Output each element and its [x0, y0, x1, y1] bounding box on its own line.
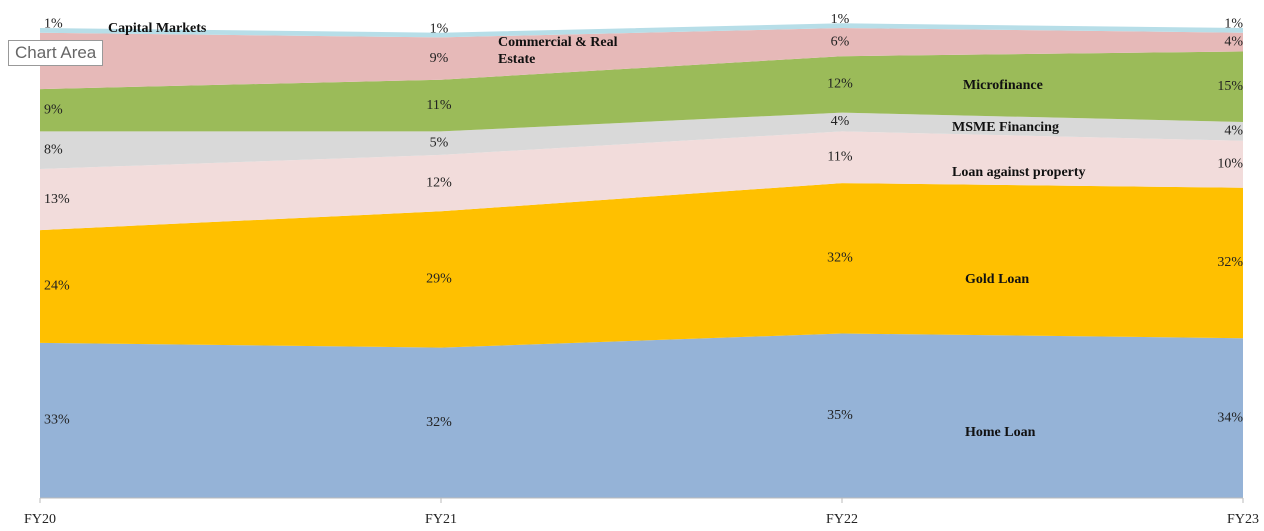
value-label: 4%: [1224, 34, 1243, 49]
value-label: 32%: [827, 251, 853, 266]
x-tick-label: FY22: [826, 512, 858, 527]
area: [40, 28, 1243, 90]
series-label: Commercial & Real Estate: [498, 35, 618, 67]
value-label: 24%: [44, 279, 70, 294]
value-label: 1%: [430, 21, 449, 36]
value-label: 33%: [44, 413, 70, 428]
x-tick-label: FY20: [24, 512, 56, 527]
value-label: 9%: [44, 102, 63, 117]
value-label: 32%: [1217, 255, 1243, 270]
value-label: 8%: [44, 142, 63, 157]
value-label: 5%: [430, 135, 449, 150]
value-label: 11%: [426, 98, 451, 113]
series-label: Capital Markets: [108, 21, 207, 36]
value-label: 4%: [1224, 124, 1243, 139]
value-label: 1%: [1224, 17, 1243, 32]
value-label: 6%: [831, 34, 850, 49]
x-tick-label: FY21: [425, 512, 457, 527]
value-label: 10%: [1217, 157, 1243, 172]
value-label: 34%: [1217, 410, 1243, 425]
value-label: 29%: [426, 272, 452, 287]
series-label: Loan against property: [952, 165, 1086, 180]
series-label: Gold Loan: [965, 272, 1030, 287]
area: [40, 23, 1243, 38]
series-label: Home Loan: [965, 425, 1036, 440]
value-label: 32%: [426, 415, 452, 430]
series-label: Microfinance: [963, 78, 1043, 93]
value-label: 4%: [831, 114, 850, 129]
value-label: 35%: [827, 408, 853, 423]
value-label: 11%: [827, 149, 852, 164]
value-label: 12%: [827, 77, 853, 92]
area: [40, 333, 1243, 498]
x-tick-label: FY23: [1227, 512, 1259, 527]
value-label: 9%: [430, 51, 449, 66]
series-label: MSME Financing: [952, 120, 1059, 135]
value-label: 13%: [44, 192, 70, 207]
value-label: 15%: [1217, 79, 1243, 94]
area: [40, 51, 1243, 132]
area: [40, 131, 1243, 231]
value-label: 12%: [426, 175, 452, 190]
tooltip: Chart Area: [8, 40, 104, 66]
value-label: 1%: [44, 17, 63, 32]
value-label: 1%: [831, 12, 850, 27]
area: [40, 183, 1243, 348]
area: [40, 112, 1243, 169]
